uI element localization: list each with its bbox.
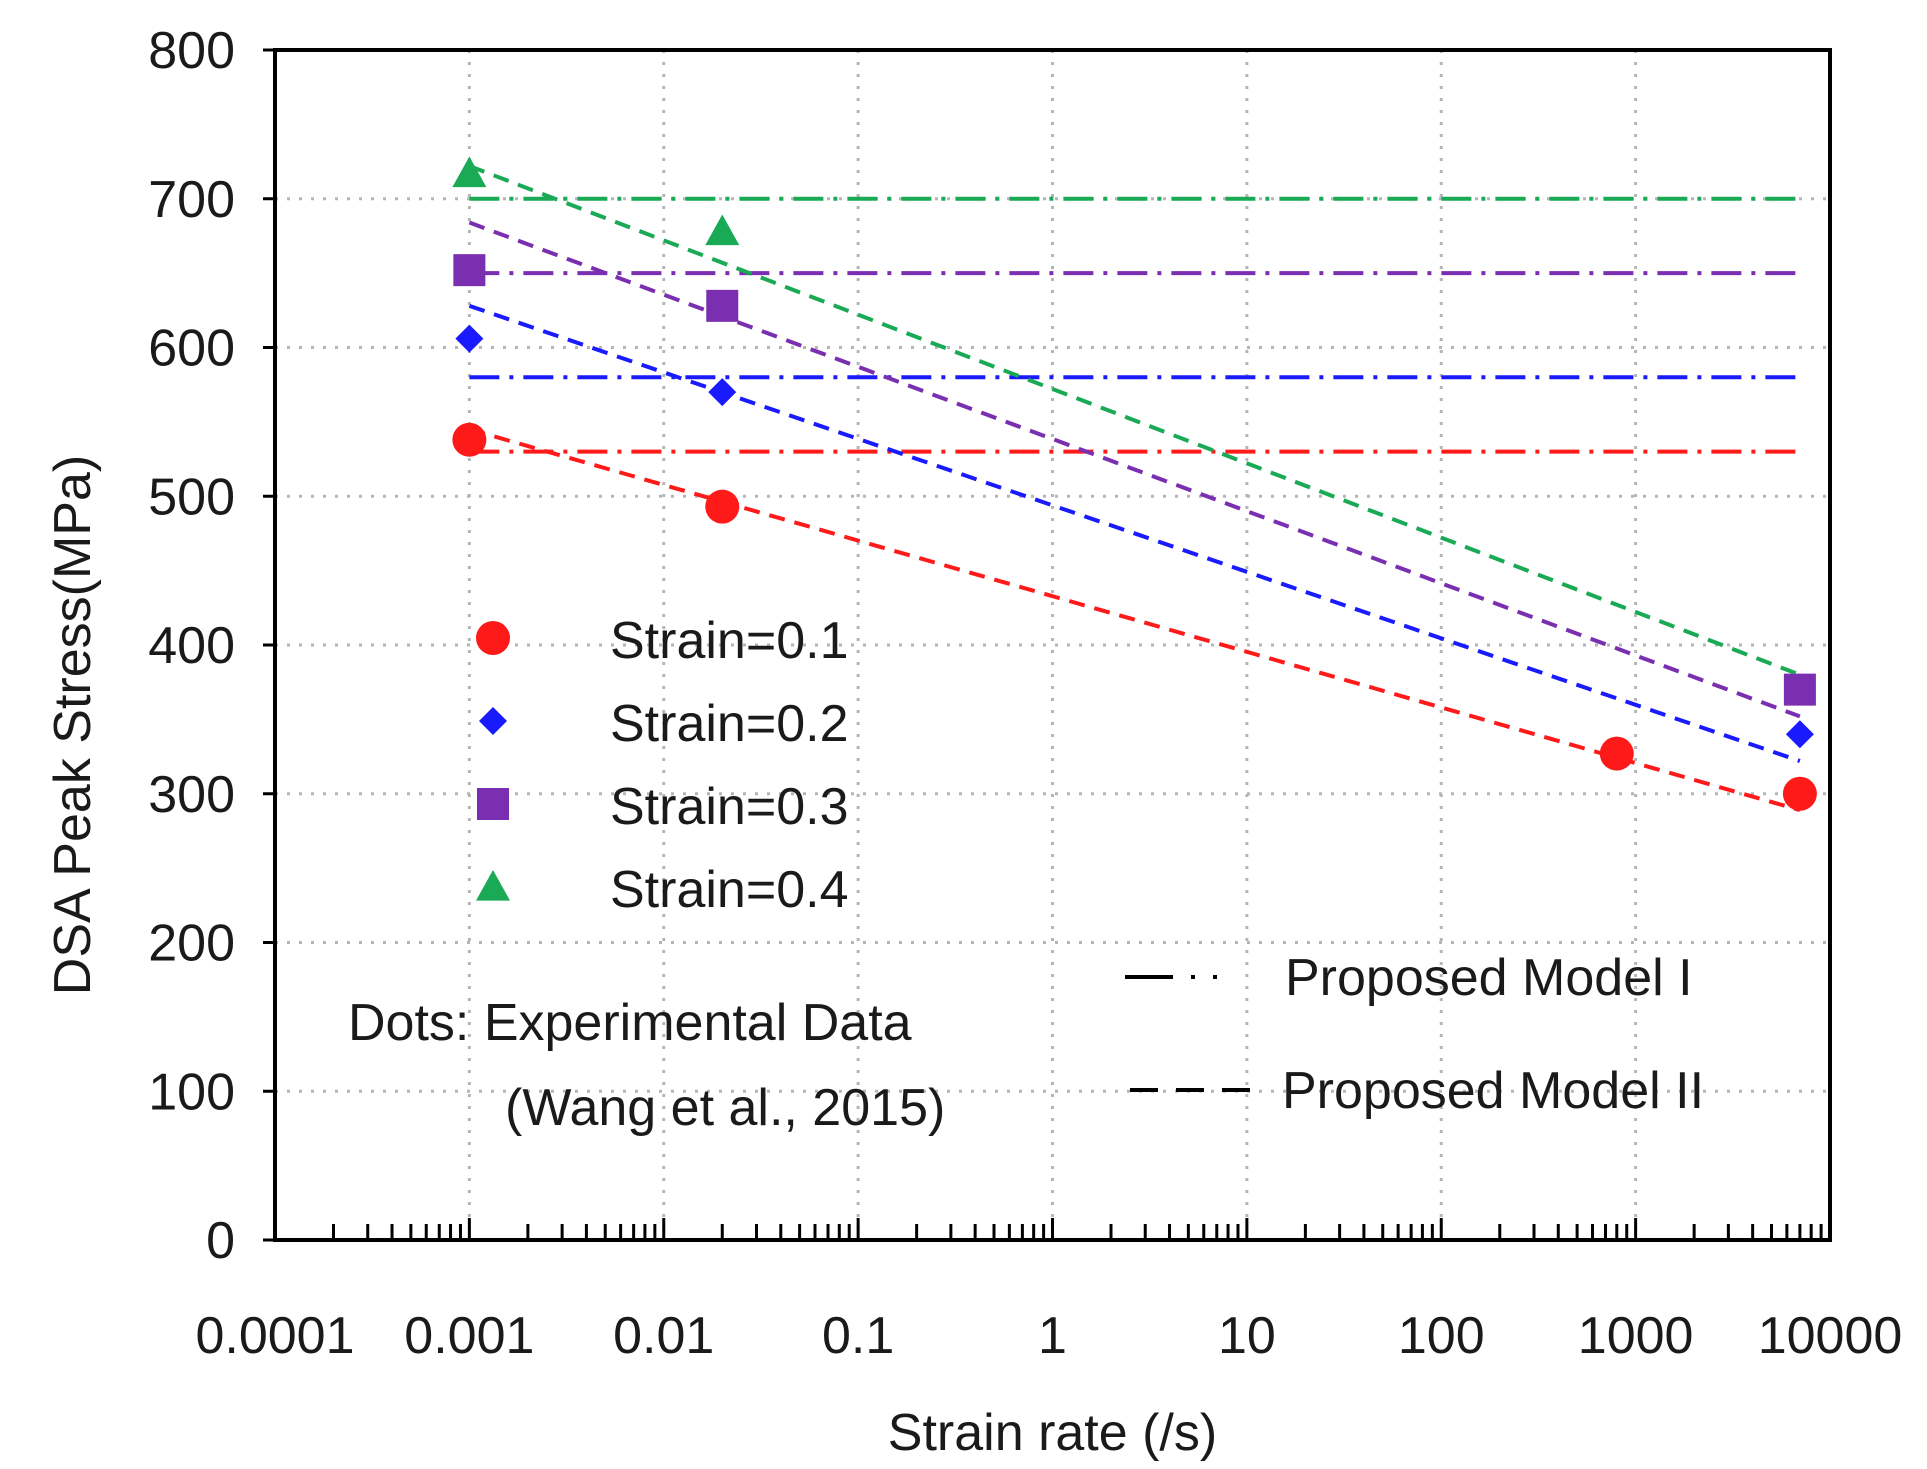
model-ii-line bbox=[468, 303, 1801, 763]
data-point bbox=[708, 378, 737, 407]
data-point bbox=[1782, 776, 1817, 811]
legend-marker bbox=[479, 707, 507, 735]
legend-marker bbox=[476, 621, 510, 655]
y-tick-label: 600 bbox=[148, 320, 235, 378]
model-i-lines bbox=[469, 196, 1800, 454]
data-point bbox=[453, 254, 486, 287]
x-tick-label: 0.01 bbox=[613, 1307, 714, 1365]
data-point bbox=[1599, 736, 1634, 771]
y-axis-title: DSA Peak Stress(MPa) bbox=[44, 455, 102, 995]
legend-label: Strain=0.1 bbox=[610, 612, 849, 670]
x-axis-ticks bbox=[273, 1218, 1832, 1240]
y-tick-label: 0 bbox=[206, 1212, 235, 1270]
x-tick-label: 1000 bbox=[1578, 1307, 1694, 1365]
x-axis-title: Strain rate (/s) bbox=[888, 1404, 1217, 1462]
legend-marker bbox=[477, 788, 509, 820]
x-tick-label: 0.0001 bbox=[195, 1307, 354, 1365]
y-tick-label: 100 bbox=[148, 1063, 235, 1121]
model-ii-line bbox=[468, 220, 1801, 719]
y-tick-label: 500 bbox=[148, 468, 235, 526]
model-ii-lines bbox=[468, 164, 1801, 813]
data-point bbox=[452, 156, 487, 188]
annotation-line-1: Dots: Experimental Data bbox=[348, 994, 912, 1052]
legend-label: Strain=0.2 bbox=[610, 695, 849, 753]
x-tick-label: 10000 bbox=[1758, 1307, 1903, 1365]
y-tick-label: 300 bbox=[148, 766, 235, 824]
data-point bbox=[1783, 673, 1816, 706]
annotation-line-2: (Wang et al., 2015) bbox=[505, 1079, 945, 1137]
legend-marker bbox=[476, 870, 510, 901]
data-point bbox=[705, 214, 740, 246]
legend-label: Strain=0.4 bbox=[610, 861, 849, 919]
x-tick-label: 0.001 bbox=[404, 1307, 534, 1365]
y-tick-label: 700 bbox=[148, 171, 235, 229]
x-tick-label: 100 bbox=[1398, 1307, 1485, 1365]
line-legend: Proposed Model I Proposed Model II bbox=[1125, 949, 1704, 1120]
experimental-points bbox=[452, 156, 1817, 811]
x-tick-labels: 0.0001 0.001 0.01 0.1 1 10 100 1000 10000 bbox=[195, 1307, 1902, 1365]
data-point bbox=[452, 422, 487, 457]
y-tick-label: 400 bbox=[148, 617, 235, 675]
marker-legend: Strain=0.1 Strain=0.2 Strain=0.3 Strain=0.4 bbox=[476, 612, 849, 919]
y-tick-label: 200 bbox=[148, 915, 235, 973]
data-point bbox=[705, 489, 740, 524]
model-ii-line bbox=[468, 164, 1801, 677]
model-ii-legend-label: Proposed Model II bbox=[1282, 1062, 1704, 1120]
model-ii-line bbox=[468, 427, 1801, 813]
data-point bbox=[1785, 720, 1814, 749]
x-tick-label: 0.1 bbox=[822, 1307, 894, 1365]
data-point bbox=[455, 324, 484, 353]
model-i-legend-label: Proposed Model I bbox=[1285, 949, 1693, 1007]
x-tick-label: 1 bbox=[1038, 1307, 1067, 1365]
y-axis-ticks bbox=[263, 48, 275, 1242]
x-tick-label: 10 bbox=[1218, 1307, 1276, 1365]
y-tick-label: 800 bbox=[148, 22, 235, 80]
data-point bbox=[706, 289, 739, 322]
y-tick-labels: 0 100 200 300 400 500 600 700 800 bbox=[148, 22, 235, 1270]
legend-label: Strain=0.3 bbox=[610, 778, 849, 836]
